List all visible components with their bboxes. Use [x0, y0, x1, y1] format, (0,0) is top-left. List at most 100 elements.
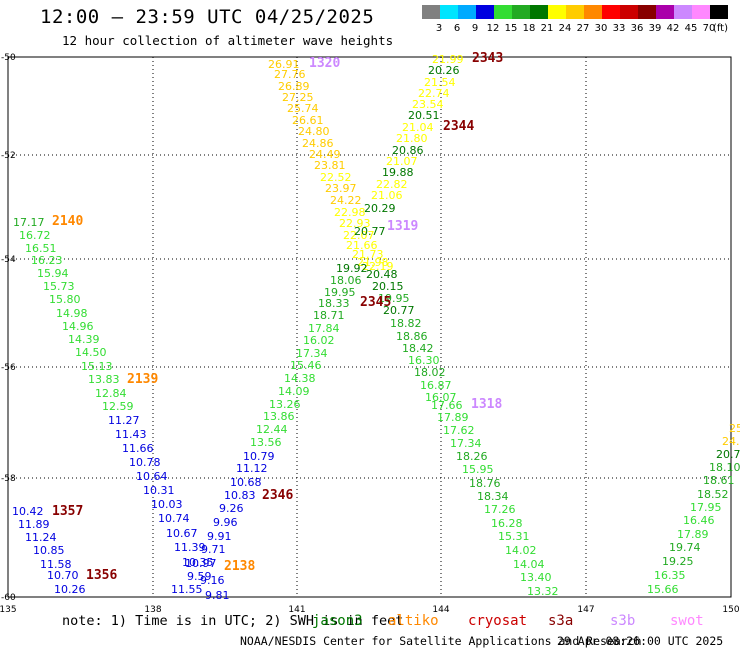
colorbar-label: 45	[685, 23, 698, 33]
pass-number-label: 2344	[443, 119, 474, 134]
wave-height-value: 10.67	[166, 527, 198, 540]
colorbar-swatch	[566, 5, 584, 19]
wave-height-value: 10.31	[143, 484, 175, 497]
colorbar-swatch	[710, 5, 728, 19]
wave-height-value: 11.12	[236, 462, 268, 475]
colorbar-swatch	[440, 5, 458, 19]
wave-height-value: 16.51	[25, 242, 57, 255]
wave-height-value: 20.77	[354, 225, 386, 238]
wave-height-value: 26.89	[278, 80, 310, 93]
wave-height-value: 10.78	[129, 456, 161, 469]
colorbar-label: 18	[523, 23, 536, 33]
wave-height-value: 18.76	[469, 477, 501, 490]
wave-height-value: 15.94	[37, 267, 69, 280]
colorbar-label: 36	[631, 23, 644, 33]
pass-number-label: 2139	[127, 372, 158, 387]
wave-height-value: 14.04	[513, 558, 545, 571]
wave-height-value: 20.48	[366, 268, 398, 281]
wave-height-value: 20.86	[392, 144, 424, 157]
page-subtitle: 12 hour collection of altimeter wave hei…	[62, 33, 394, 48]
lon-tick-label: 150	[722, 605, 739, 615]
wave-height-value: 13.32	[527, 585, 559, 598]
wave-height-value: 10.85	[33, 544, 65, 557]
wave-height-value: 20.51	[408, 109, 440, 122]
wave-height-value: 21.54	[424, 76, 456, 89]
pass-number-label: 2140	[52, 214, 83, 229]
lon-tick-label: 147	[577, 605, 594, 615]
wave-height-value: 11.55	[171, 583, 203, 596]
wave-height-value: 10.35	[182, 556, 214, 569]
wave-height-value: 27.76	[274, 68, 306, 81]
wave-height-value: 26.91	[268, 58, 300, 71]
wave-height-value: 14.98	[56, 307, 88, 320]
colorbar-label: 42	[667, 23, 680, 33]
wave-height-value: 9.71	[201, 543, 226, 556]
wave-height-value: 20.7	[716, 448, 740, 461]
wave-height-value: 10.42	[12, 505, 44, 518]
wave-height-value: 15.31	[498, 530, 530, 543]
wave-height-value: 19.88	[382, 166, 414, 179]
wave-height-value: 16.28	[491, 517, 523, 530]
wave-height-value: 16.46	[683, 514, 715, 527]
wave-height-value: 9.16	[200, 574, 225, 587]
wave-height-value: 10.64	[136, 470, 168, 483]
wave-height-value: 17.66	[431, 399, 463, 412]
wave-height-value: 15.46	[290, 359, 322, 372]
wave-height-value: 12.59	[102, 400, 134, 413]
wave-height-value: 21.66	[346, 239, 378, 252]
wave-height-value: 13.83	[88, 373, 120, 386]
wave-height-value: 18.71	[313, 309, 345, 322]
wave-height-value: 18.34	[477, 490, 509, 503]
colorbar-swatch	[422, 5, 440, 19]
colorbar-unit: (ft)	[713, 23, 728, 33]
wave-height-value: 26.61	[292, 114, 324, 127]
wave-height-value: 27.25	[282, 91, 314, 104]
wave-height-value: 17.34	[296, 347, 328, 360]
wave-height-value: 14.39	[68, 333, 100, 346]
wave-height-value: 23.97	[325, 182, 357, 195]
wave-height-value: 11.24	[25, 531, 57, 544]
wave-height-value: 17.89	[437, 411, 469, 424]
wave-height-value: 9.96	[213, 516, 238, 529]
wave-height-value: 16.72	[19, 229, 51, 242]
source-cryosat: cryosat	[468, 613, 528, 629]
wave-height-value: 18.26	[456, 450, 488, 463]
generated-timestamp: 29 Apr 08:26:00 UTC 2025	[557, 634, 724, 648]
colorbar-swatch	[692, 5, 710, 19]
wave-height-value: 23.54	[412, 98, 444, 111]
wave-height-value: 19.95	[324, 286, 356, 299]
pass-number-label: 2343	[472, 51, 503, 66]
wave-height-value: 20.77	[383, 304, 415, 317]
wave-height-value: 22.19	[362, 260, 394, 273]
wave-height-value: 15.95	[462, 463, 494, 476]
wave-height-value: 13.40	[520, 571, 552, 584]
pass-number-label: 1357	[52, 504, 83, 519]
wave-height-value: 10.83	[224, 489, 256, 502]
page-title: 12:00 – 23:59 UTC 04/25/2025	[40, 6, 375, 28]
wave-height-value: 11.43	[115, 428, 147, 441]
map-frame	[7, 56, 732, 598]
colorbar-label: 39	[649, 23, 662, 33]
colorbar-swatch	[494, 5, 512, 19]
wave-height-value: 15.13	[81, 360, 113, 373]
wave-height-value: 12.44	[256, 423, 288, 436]
colorbar-swatch	[602, 5, 620, 19]
wave-height-value: 10.03	[151, 498, 183, 511]
wave-height-value: 10.68	[230, 476, 262, 489]
wave-height-value: 17.34	[450, 437, 482, 450]
pass-number-label: 2138	[224, 559, 255, 574]
wave-height-value: 21.73	[352, 248, 384, 261]
wave-height-value: 17.26	[484, 503, 516, 516]
wave-height-value: 23.81	[314, 159, 346, 172]
footer-note: note: 1) Time is in UTC; 2) SWH is in fe…	[62, 613, 404, 629]
wave-height-value: 22.98	[334, 206, 366, 219]
wave-height-value: 24.86	[302, 137, 334, 150]
colorbar-swatch	[476, 5, 494, 19]
pass-number-label: 1318	[471, 397, 502, 412]
wave-height-value: 14.38	[284, 372, 316, 385]
wave-height-value: 14.50	[75, 346, 107, 359]
wave-height-value: 21.04	[402, 121, 434, 134]
colorbar-swatch	[530, 5, 548, 19]
wave-height-value: 16.07	[425, 391, 457, 404]
credit-line: NOAA/NESDIS Center for Satellite Applica…	[240, 634, 642, 648]
